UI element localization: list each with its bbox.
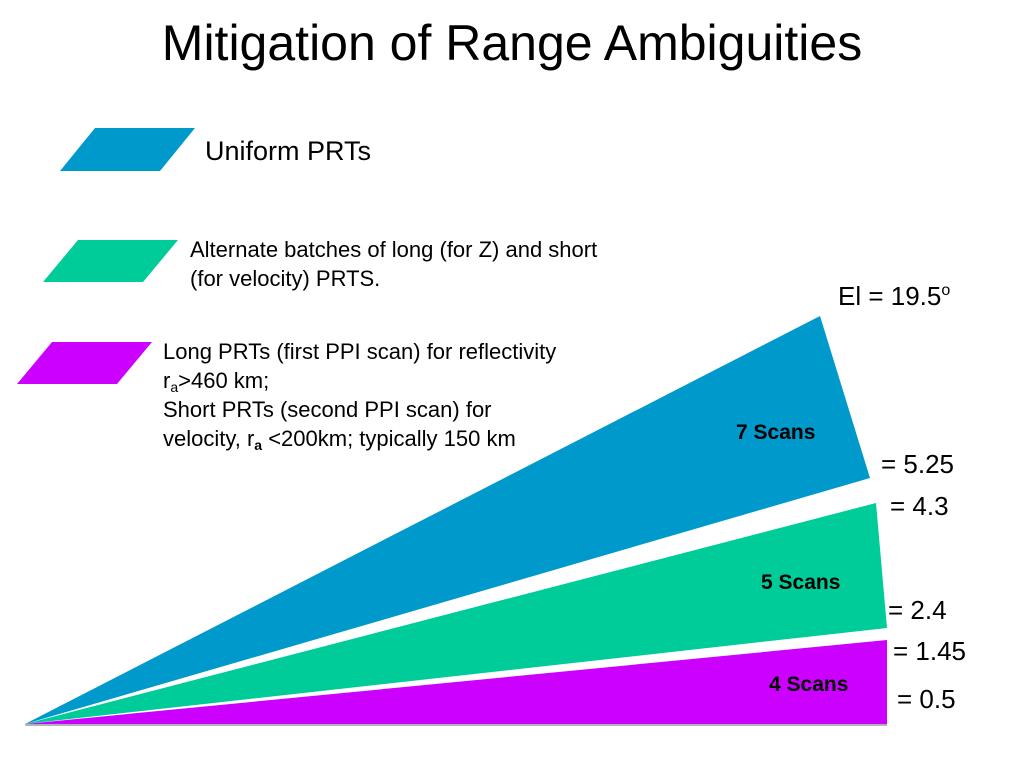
page-title: Mitigation of Range Ambiguities — [161, 15, 863, 71]
elevation-1-45: = 1.45 — [893, 636, 967, 666]
sector-label-4-scans: 4 Scans — [769, 673, 849, 696]
legend-alternate-line-2: (for velocity) PRTS. — [190, 266, 381, 291]
short-range-value: <200km; typically 150 km — [262, 426, 516, 451]
legend-label-long-short: Long PRTs (first PPI scan) for reflectiv… — [163, 337, 556, 453]
velocity-range-subscript: a — [254, 437, 263, 453]
legend-swatch-long-short — [17, 342, 152, 384]
legend-alternate-line-1: Alternate batches of long (for Z) and sh… — [190, 237, 598, 262]
sector-7-scans — [25, 316, 870, 724]
elevation-top: El = 19.5o — [838, 280, 950, 312]
legend-swatch-uniform — [60, 128, 195, 171]
legend-swatch-alternate — [43, 240, 178, 282]
range-subscript: a — [170, 379, 179, 395]
elevation-0-5: = 0.5 — [897, 684, 956, 714]
elevation-4-3: = 4.3 — [890, 491, 949, 521]
range-symbol: r — [163, 368, 171, 393]
sector-5-scans — [25, 503, 887, 724]
legend-long-line-1: Long PRTs (first PPI scan) for reflectiv… — [163, 339, 557, 364]
elevation-5-25: = 5.25 — [881, 449, 955, 479]
velocity-range-prefix: velocity, r — [163, 426, 255, 451]
elevation-2-4: = 2.4 — [888, 595, 947, 625]
legend-long-line-4: velocity, ra <200km; typically 150 km — [163, 424, 556, 453]
sector-label-5-scans: 5 Scans — [761, 571, 841, 594]
elevation-top-value: El = 19.5 — [838, 281, 942, 311]
sector-4-scans — [25, 640, 887, 724]
legend-label-alternate: Alternate batches of long (for Z) and sh… — [190, 235, 597, 293]
legend-long-line-2: ra>460 km; — [163, 366, 556, 395]
legend-label-uniform: Uniform PRTs — [205, 136, 372, 166]
degree-symbol: o — [941, 282, 951, 299]
long-range-value: >460 km; — [178, 368, 270, 393]
legend-long-line-3: Short PRTs (second PPI scan) for — [163, 397, 492, 422]
sector-label-7-scans: 7 Scans — [736, 421, 816, 444]
